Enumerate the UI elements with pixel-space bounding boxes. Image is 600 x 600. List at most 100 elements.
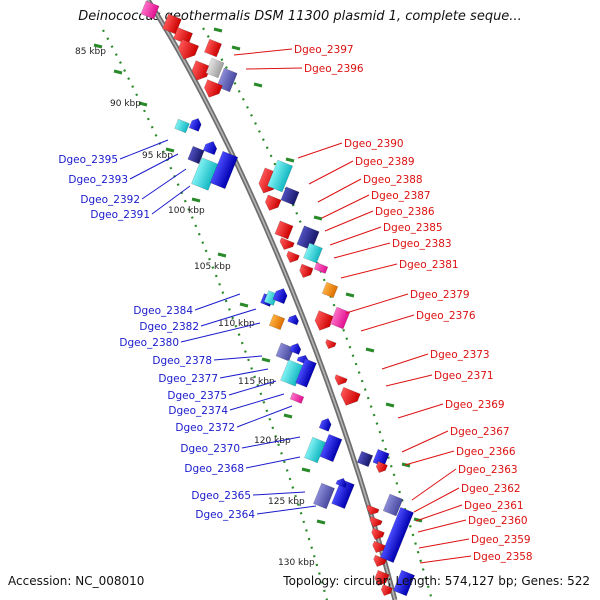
slate-gene (313, 482, 335, 510)
reverse-gene (331, 478, 355, 510)
forward-gene (380, 584, 393, 596)
pink-gene-shape (289, 392, 305, 404)
forward-gene (374, 569, 390, 586)
forward-gene-shape (162, 13, 182, 35)
scale-tick-label: 120 kbp (254, 436, 291, 446)
left-gene-leader (141, 168, 187, 200)
left-gene-label: Dgeo_2364 (195, 509, 255, 521)
pink-gene-shape (313, 262, 329, 274)
reverse-gene-shape (380, 507, 414, 563)
forward-gene (279, 237, 295, 250)
left-gene-label: Dgeo_2375 (167, 390, 227, 402)
navy-gene (280, 186, 300, 206)
forward-gene (371, 527, 385, 540)
left-gene-label: Dgeo_2380 (119, 337, 179, 349)
right-gene-label: Dgeo_2373 (430, 349, 490, 361)
reverse-gene-shape (289, 343, 302, 355)
right-gene-label: Dgeo_2361 (464, 500, 524, 512)
right-gene-leader (324, 210, 374, 232)
forward-gene-shape (372, 540, 386, 553)
navy-gene (187, 145, 205, 165)
scale-tick-label: 100 kbp (168, 206, 205, 216)
forward-gene-shape (286, 250, 300, 263)
orange-gene (321, 281, 339, 299)
forward-gene (274, 220, 294, 240)
reverse-gene-shape (202, 141, 218, 156)
right-gene-leader (418, 538, 470, 549)
pink-gene (313, 262, 329, 274)
left-gene-label: Dgeo_2378 (152, 355, 212, 367)
outer-tick-mark (365, 347, 375, 353)
orange-gene-shape (321, 281, 339, 299)
right-gene-label: Dgeo_2367 (450, 426, 510, 438)
forward-gene (314, 310, 335, 331)
summary-text: Topology: circular; Length: 574,127 bp; … (283, 574, 590, 588)
left-gene-label: Dgeo_2365 (191, 490, 251, 502)
forward-gene-shape (380, 584, 393, 596)
outer-tick-mark (313, 215, 323, 221)
right-gene-leader (413, 487, 460, 513)
gray-gene-shape (205, 57, 225, 79)
outer-tick-mark (213, 27, 223, 33)
left-gene-label: Dgeo_2368 (184, 463, 244, 475)
right-gene-leader (245, 67, 303, 70)
right-gene-leader (397, 403, 444, 419)
navy-gene-shape (296, 225, 320, 251)
gray-gene (205, 57, 225, 79)
navy-gene-shape (280, 186, 300, 206)
forward-gene-shape (334, 374, 348, 386)
reverse-gene-shape (287, 314, 299, 326)
forward-gene-shape (374, 569, 390, 586)
right-gene-label: Dgeo_2383 (392, 238, 452, 250)
outer-tick-mark (231, 45, 241, 51)
forward-gene-shape (299, 265, 313, 278)
right-gene-leader (381, 353, 429, 370)
slate-gene (382, 493, 404, 517)
left-gene-leader (180, 322, 261, 343)
scale-tick-label: 90 kbp (110, 99, 141, 109)
right-gene-leader (419, 555, 472, 564)
right-gene-leader (321, 194, 370, 219)
reverse-gene (272, 288, 288, 305)
forward-gene-shape (191, 60, 212, 81)
outer-tick-mark (285, 157, 295, 163)
forward-gene-shape (264, 194, 282, 211)
forward-gene (264, 194, 282, 211)
forward-gene-shape (279, 237, 295, 250)
forward-gene (372, 540, 386, 553)
left-gene-label: Dgeo_2391 (90, 209, 150, 221)
left-gene-label: Dgeo_2384 (133, 305, 193, 317)
reverse-gene (295, 358, 317, 388)
inner-tick-mark (191, 197, 201, 203)
forward-gene-shape (204, 79, 223, 98)
left-gene-label: Dgeo_2382 (139, 321, 199, 333)
right-gene-leader (297, 142, 343, 159)
right-gene-label: Dgeo_2385 (383, 222, 443, 234)
cyan-gene (304, 436, 326, 464)
right-gene-label: Dgeo_2381 (399, 259, 459, 271)
forward-gene (299, 265, 313, 278)
backbone-highlight (147, 0, 396, 600)
reverse-gene (289, 343, 302, 355)
inner-tick-track (102, 29, 329, 600)
reverse-gene-shape (393, 569, 415, 597)
slate-gene-shape (313, 482, 335, 510)
left-gene-label: Dgeo_2372 (175, 422, 235, 434)
right-gene-leader (417, 519, 467, 533)
forward-gene (375, 461, 388, 473)
forward-gene (204, 79, 223, 98)
right-gene-label: Dgeo_2376 (416, 310, 476, 322)
scale-tick-label: 95 kbp (142, 151, 173, 161)
cyan-gene (174, 118, 190, 134)
cyan-gene-shape (267, 159, 293, 193)
forward-gene (325, 339, 337, 350)
reverse-gene-shape (295, 358, 317, 388)
right-gene-leader (317, 178, 362, 203)
left-gene-leader (119, 139, 169, 160)
inner-tick-mark (113, 69, 123, 75)
right-gene-label: Dgeo_2388 (363, 174, 423, 186)
reverse-gene (319, 433, 343, 463)
reverse-gene-shape (331, 478, 355, 510)
left-gene-leader (194, 293, 241, 311)
